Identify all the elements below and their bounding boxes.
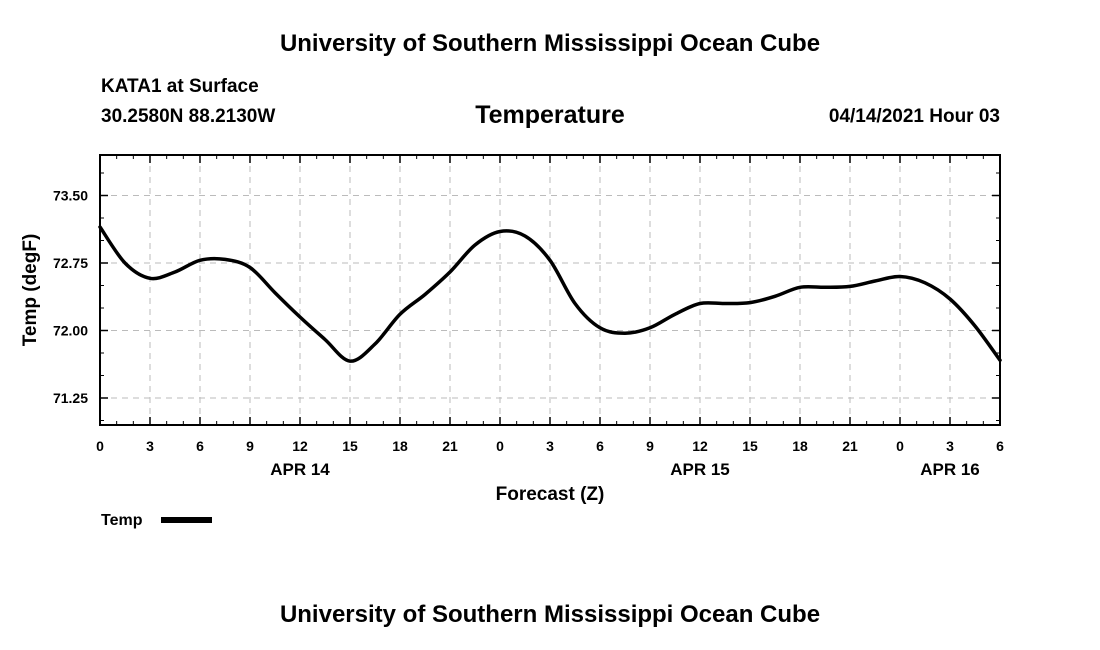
- station-label: KATA1 at Surface: [101, 76, 259, 97]
- header-title: University of Southern Mississippi Ocean…: [279, 30, 821, 57]
- x-tick-label: 21: [442, 438, 458, 454]
- date-label: APR 14: [270, 460, 330, 479]
- x-tick-label: 6: [196, 438, 204, 454]
- tick-layer: [99, 155, 1001, 425]
- x-tick-label: 12: [292, 438, 308, 454]
- y-tick-label: 72.75: [53, 255, 88, 271]
- y-tick-label: 72.00: [53, 323, 88, 339]
- x-tick-label: 21: [842, 438, 858, 454]
- x-tick-label: 3: [146, 438, 154, 454]
- label-layer: 0 3 6 9 12 15 18 21 0 3 6 9 12 15 18 21 0 3 6 71.25 72.00 72.…: [53, 188, 1004, 480]
- x-tick-label: 0: [496, 438, 504, 454]
- date-label: APR 15: [670, 460, 730, 479]
- x-tick-label: 18: [392, 438, 408, 454]
- x-tick-label: 18: [792, 438, 808, 454]
- location-label: 30.2580N 88.2130W: [101, 106, 276, 127]
- y-tick-label: 71.25: [53, 390, 88, 406]
- x-tick-label: 15: [742, 438, 758, 454]
- x-tick-label: 12: [692, 438, 708, 454]
- x-tick-label: 3: [546, 438, 554, 454]
- footer-title: University of Southern Mississippi Ocean…: [279, 601, 821, 628]
- x-tick-label: 3: [946, 438, 954, 454]
- x-axis-label: Forecast (Z): [496, 484, 605, 505]
- legend-label: Temp: [101, 512, 143, 529]
- temp-series-line: [98, 225, 1002, 363]
- date-label: APR 16: [920, 460, 980, 479]
- x-tick-label: 9: [646, 438, 654, 454]
- grid-layer: [100, 155, 1000, 425]
- legend: Temp: [101, 512, 212, 529]
- x-tick-label: 9: [246, 438, 254, 454]
- x-tick-label: 0: [96, 438, 104, 454]
- x-tick-label: 0: [896, 438, 904, 454]
- x-tick-label: 6: [996, 438, 1004, 454]
- y-axis-label: Temp (degF): [20, 234, 41, 347]
- y-tick-label: 73.50: [53, 188, 88, 204]
- x-tick-label: 6: [596, 438, 604, 454]
- run-time-label: 04/14/2021 Hour 03: [828, 106, 1000, 127]
- x-tick-label: 15: [342, 438, 358, 454]
- plot-title: Temperature: [475, 101, 625, 129]
